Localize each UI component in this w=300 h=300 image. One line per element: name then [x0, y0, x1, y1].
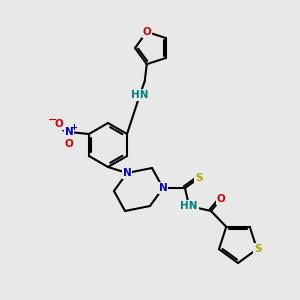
Text: +: + — [70, 122, 77, 131]
Text: O: O — [64, 139, 73, 149]
Text: S: S — [254, 244, 262, 254]
Text: O: O — [55, 119, 63, 129]
Text: HN: HN — [131, 90, 148, 100]
Text: S: S — [195, 173, 203, 183]
Text: −: − — [48, 115, 58, 125]
Text: O: O — [217, 194, 225, 204]
Text: N: N — [159, 183, 167, 193]
Text: HN: HN — [180, 201, 198, 211]
Text: N: N — [123, 168, 131, 178]
Text: N: N — [64, 127, 73, 137]
Text: O: O — [142, 27, 151, 37]
